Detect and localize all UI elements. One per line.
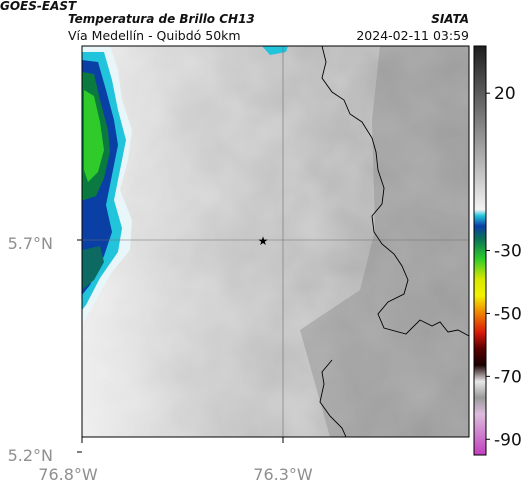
- cloud-cyan-patch: [262, 46, 288, 55]
- location-star-icon: ★: [258, 234, 269, 248]
- cloud-texture: [82, 46, 469, 437]
- product-title: Temperatura de Brillo CH13: [68, 12, 255, 26]
- organization-label: SIATA: [431, 12, 469, 26]
- colorbar-ticks: 20 -30 -50 -70 -90: [486, 84, 522, 450]
- colorbar-tick-label: -90: [494, 430, 522, 450]
- colorbar-tick-label: -30: [494, 242, 522, 262]
- x-tick-label: 76.3°W: [253, 465, 313, 484]
- cloud-green-zone: [84, 90, 104, 182]
- y-tick-label: 5.2°N: [8, 446, 53, 465]
- satellite-name: GOES-EAST: [0, 0, 77, 13]
- y-tick-label: 5.7°N: [8, 234, 53, 253]
- x-tick-label: 76.8°W: [38, 465, 98, 484]
- region-subtitle: Vía Medellín - Quibdó 50km: [68, 28, 241, 43]
- colorbar: [474, 46, 486, 455]
- colorbar-tick-label: -70: [494, 367, 522, 387]
- timestamp-label: 2024-02-11 03:59: [356, 28, 469, 43]
- map-frame: [81, 45, 470, 438]
- colorbar-tick-label: 20: [494, 84, 516, 104]
- colorbar-tick-label: -50: [494, 304, 522, 324]
- department-boundary: [319, 46, 469, 437]
